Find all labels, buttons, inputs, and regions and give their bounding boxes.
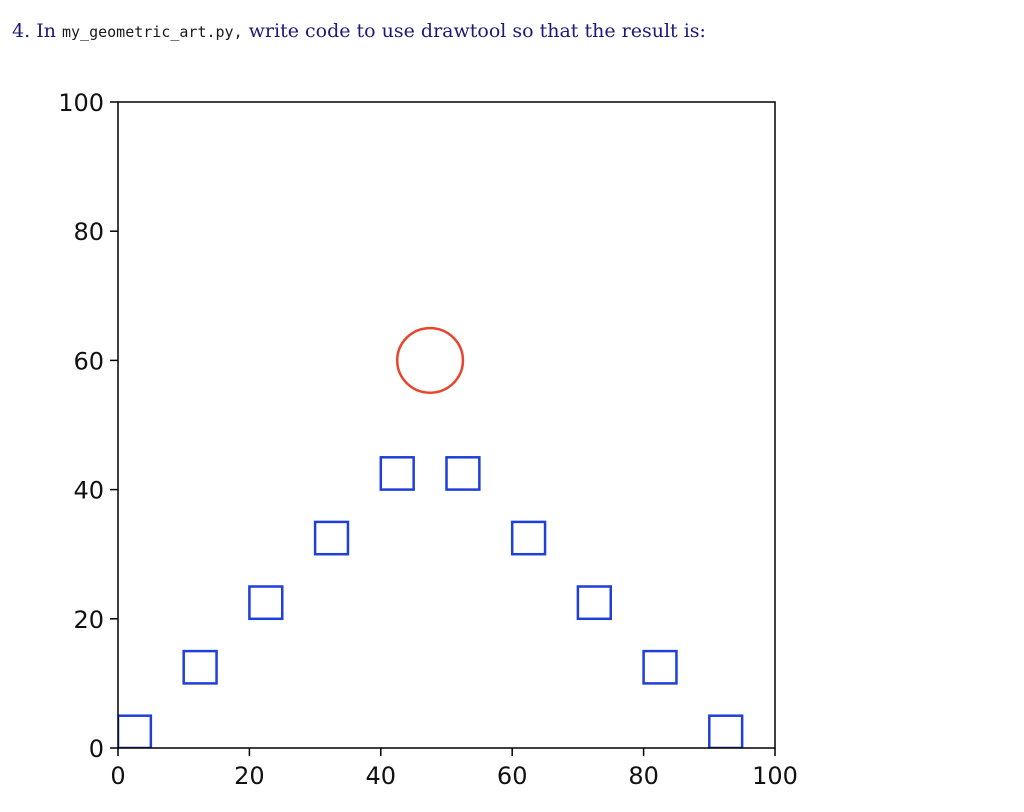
square-mark-7 xyxy=(576,585,613,621)
square-mark-0 xyxy=(118,714,153,748)
square-mark-3 xyxy=(313,520,350,556)
square-mark-5 xyxy=(445,456,481,491)
y-tick-label: 60 xyxy=(73,347,104,375)
y-tick-label: 80 xyxy=(73,218,104,246)
x-tick-label: 100 xyxy=(752,762,798,790)
x-tick-label: 20 xyxy=(234,762,265,790)
square-mark-2 xyxy=(248,585,284,621)
x-tick-label: 60 xyxy=(497,762,528,790)
circle-mark-0 xyxy=(395,326,465,394)
question-number: 4. xyxy=(12,20,31,42)
axis-ticks: 0 20 40 60 80 100 0 20 40 60 80 100 xyxy=(58,89,798,790)
filename-code: my_geometric_art.py, xyxy=(61,23,243,41)
square-mark-9 xyxy=(708,714,744,748)
x-tick-label: 40 xyxy=(366,762,397,790)
y-tick-label: 40 xyxy=(73,477,104,505)
question-suffix: write code to use drawtool so that the r… xyxy=(248,20,706,42)
y-tick-label: 20 xyxy=(73,606,104,634)
y-tick-label: 100 xyxy=(58,89,104,117)
square-mark-1 xyxy=(182,649,218,685)
question-text: 4. In my_geometric_art.py, write code to… xyxy=(12,20,706,42)
plot-frame xyxy=(117,101,776,749)
question-prefix: In xyxy=(36,20,56,42)
square-mark-4 xyxy=(379,456,415,491)
x-tick-label: 0 xyxy=(110,762,125,790)
y-tick-label: 0 xyxy=(89,735,104,763)
x-tick-label: 80 xyxy=(628,762,659,790)
square-mark-8 xyxy=(642,649,678,685)
square-mark-6 xyxy=(510,520,547,556)
plot-marks xyxy=(118,326,744,748)
